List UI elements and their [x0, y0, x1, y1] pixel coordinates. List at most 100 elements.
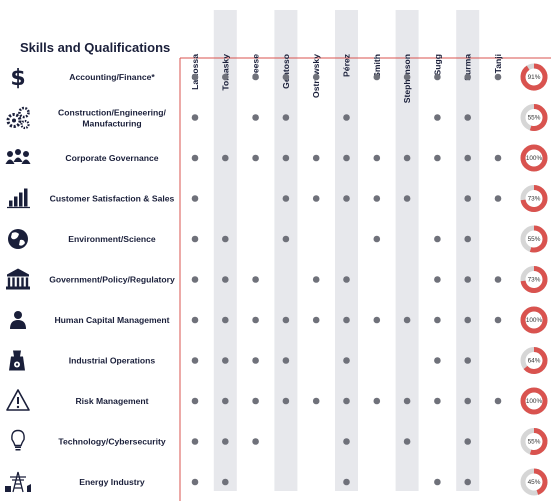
warning-icon: [6, 389, 30, 411]
skill-row: Human Capital Management 100%: [10, 306, 548, 334]
director-name: Sugg: [432, 54, 442, 75]
skill-dot: [312, 397, 320, 405]
skill-dot: [312, 276, 320, 283]
skill-row: Industrial Operations 64%: [9, 347, 548, 374]
skill-dot: [191, 235, 199, 243]
skill-dot: [434, 316, 441, 324]
matrix-title: Skills and Qualifications: [20, 40, 170, 55]
skill-dot: [403, 438, 411, 445]
skill-dot: [343, 438, 350, 445]
skill-dot: [373, 154, 381, 162]
skill-dot: [434, 114, 441, 121]
skill-dot: [222, 235, 229, 243]
skill-dot: [494, 316, 502, 324]
skill-dot: [312, 154, 320, 162]
skill-dot: [282, 154, 290, 162]
skill-dot: [252, 114, 259, 121]
skill-dot: [464, 478, 472, 486]
percent-ring-fill: [529, 428, 548, 455]
svg-text:$: $: [10, 66, 25, 91]
skill-dot: [191, 397, 199, 405]
skill-label: Construction/Engineering/: [58, 108, 167, 118]
skill-dot: [343, 316, 350, 324]
skill-dot: [191, 114, 199, 121]
skill-row: Risk Management 100%: [6, 387, 548, 415]
director-column-band: [456, 10, 480, 491]
skill-label: Industrial Operations: [69, 356, 156, 366]
skill-dot: [252, 73, 259, 81]
skill-row: Construction/Engineering/Manufacturing 55…: [6, 104, 548, 131]
skill-dot: [464, 357, 472, 364]
skill-dot: [373, 316, 381, 324]
dollar-icon: $: [10, 66, 25, 91]
percent-ring-fill: [520, 387, 548, 415]
skill-row: Technology/Cybersecurity 55%: [11, 428, 548, 455]
skill-dot: [464, 397, 472, 405]
skill-row: $ Accounting/Finance* 91%: [10, 63, 548, 91]
skill-dot: [312, 195, 320, 202]
skill-label: Government/Policy/Regulatory: [49, 275, 175, 285]
skill-dot: [434, 357, 441, 364]
bar-chart-icon: [7, 188, 30, 209]
skill-dot: [373, 397, 381, 405]
people-group-icon: [5, 149, 31, 164]
percent-label: 45%: [528, 479, 541, 486]
skill-dot: [464, 235, 472, 243]
skill-dot: [343, 154, 350, 162]
skill-dot: [312, 316, 320, 324]
person-icon: [10, 311, 26, 329]
skill-dot: [403, 154, 411, 162]
percent-label: 55%: [528, 236, 541, 243]
percent-ring-fill: [529, 104, 548, 131]
skill-dot: [343, 195, 350, 202]
director-column-band: [395, 10, 419, 491]
director-name: Deese: [251, 54, 261, 80]
energy-tower-icon: [5, 471, 31, 493]
skill-label: Environment/Science: [68, 234, 156, 244]
skill-dot: [191, 154, 199, 162]
skill-dot: [282, 73, 290, 81]
skill-dot: [222, 397, 229, 405]
skill-dot: [312, 73, 320, 81]
percent-ring-fill: [520, 185, 548, 212]
director-name: Tanji: [493, 54, 503, 73]
skill-dot: [464, 114, 472, 121]
skill-dot: [222, 478, 229, 486]
skill-dot: [494, 276, 502, 283]
skill-dot: [464, 316, 472, 324]
skill-dot: [191, 195, 199, 202]
skill-dot: [282, 235, 290, 243]
skill-row: Customer Satisfaction & Sales 73%: [7, 185, 548, 212]
skill-label: Risk Management: [75, 396, 148, 406]
skill-dot: [403, 316, 411, 324]
skill-dot: [222, 357, 229, 364]
director-name: Smith: [372, 54, 382, 78]
skill-dot: [222, 154, 229, 162]
skill-dot: [373, 73, 381, 81]
percent-label: 64%: [528, 358, 541, 365]
skill-dot: [434, 478, 441, 486]
lightbulb-icon: [11, 429, 25, 451]
percent-ring-fill: [520, 63, 548, 91]
percent-label: 73%: [528, 277, 541, 284]
skill-dot: [191, 73, 199, 81]
skill-dot: [373, 195, 381, 202]
director-name: Surma: [463, 54, 473, 81]
skill-dot: [434, 73, 441, 81]
director-name: Tomasky: [220, 54, 230, 91]
skill-dot: [282, 397, 290, 405]
director-name: LaRossa: [190, 54, 200, 90]
skill-row: Energy Industry 45%: [5, 468, 548, 496]
director-column-band: [213, 10, 237, 491]
skill-dot: [222, 438, 229, 445]
skill-row: Environment/Science 55%: [8, 225, 548, 253]
percent-label: 100%: [526, 317, 543, 324]
skill-dot: [252, 397, 259, 405]
skill-dot: [191, 276, 199, 283]
director-column-band: [335, 10, 358, 491]
skill-dot: [191, 316, 199, 324]
skill-dot: [464, 276, 472, 283]
skill-dot: [434, 235, 441, 243]
skill-dot: [282, 114, 290, 121]
